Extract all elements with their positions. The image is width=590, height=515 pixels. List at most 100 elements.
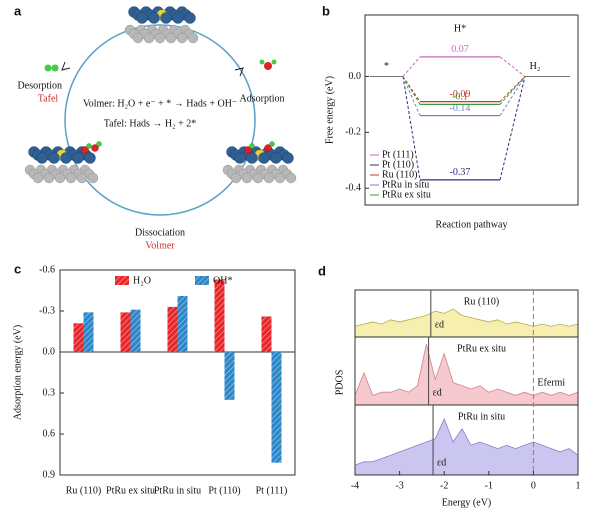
- atom: [187, 32, 199, 44]
- x-tick-label: Ru (110): [66, 485, 101, 496]
- atom: [36, 152, 48, 164]
- y-tick-label: -0.6: [39, 264, 55, 275]
- connector: [499, 76, 526, 116]
- legend-label: OH*: [213, 275, 232, 286]
- area-fill: [355, 418, 578, 475]
- plot-frame: [364, 14, 579, 206]
- atom: [285, 172, 297, 184]
- atom: [234, 152, 246, 164]
- arrow: [61, 61, 71, 71]
- atom: [172, 12, 184, 24]
- connector: [402, 76, 421, 116]
- atom: [44, 64, 52, 72]
- step-text: Adsorption: [240, 93, 285, 104]
- x-tick-label: -3: [395, 480, 403, 491]
- legend-label: Pt (111): [382, 149, 414, 160]
- legend-swatch: [115, 276, 129, 285]
- atom: [148, 12, 160, 24]
- atom: [282, 152, 294, 164]
- bar: [130, 309, 141, 352]
- atom: [264, 62, 272, 70]
- arrow: [234, 67, 244, 77]
- state-label: H₂: [530, 61, 541, 72]
- atom: [86, 143, 92, 149]
- x-tick-label: PtRu in situ: [154, 485, 201, 496]
- bar: [167, 306, 178, 352]
- bar: [261, 316, 272, 352]
- atom: [230, 172, 242, 184]
- y-axis-label: PDOS: [334, 370, 345, 396]
- y-tick-label: -0.4: [345, 183, 361, 194]
- area-fill: [355, 309, 578, 337]
- atom: [54, 172, 66, 184]
- x-tick-label: PtRu ex situ: [106, 485, 155, 496]
- y-tick-label: 0.6: [43, 428, 56, 439]
- series-label: Ru (110): [464, 296, 499, 307]
- atom: [264, 144, 272, 152]
- x-tick-label: 0: [531, 480, 536, 491]
- atom: [184, 12, 196, 24]
- series-label: PtRu ex situ: [457, 343, 506, 354]
- connector: [499, 76, 526, 102]
- bar: [83, 312, 94, 352]
- pdos-line: [354, 308, 579, 327]
- atom: [72, 152, 84, 164]
- bar: [224, 352, 235, 400]
- atom: [274, 172, 286, 184]
- legend-swatch: [195, 276, 209, 285]
- x-axis-label: Energy (eV): [442, 497, 492, 508]
- atom: [252, 172, 264, 184]
- value-label: -0.37: [450, 167, 471, 178]
- atom: [246, 152, 258, 164]
- pdos-line: [354, 344, 579, 396]
- annotation: εd: [435, 319, 444, 330]
- y-tick-label: 0.3: [43, 387, 56, 398]
- atom: [43, 172, 55, 184]
- legend-label: Ru (110): [382, 169, 417, 180]
- value-label: -0.14: [450, 103, 471, 114]
- atom: [259, 59, 265, 65]
- y-tick-label: -0.2: [345, 127, 361, 138]
- atom: [48, 152, 60, 164]
- value-label: -0.1: [452, 92, 468, 103]
- x-tick-label: Pt (110): [208, 485, 240, 496]
- bar: [271, 352, 282, 463]
- annotation: εd: [437, 457, 446, 468]
- atom: [176, 32, 188, 44]
- atom: [91, 144, 99, 152]
- legend-label: PtRu in situ: [382, 179, 429, 190]
- step-text: Tafel: [38, 93, 59, 104]
- cycle-ring: [64, 24, 256, 216]
- x-axis-label: Reaction pathway: [436, 219, 508, 230]
- fermi-label: Efermi: [537, 377, 565, 388]
- legend-label: H₂O: [133, 275, 151, 286]
- atom: [132, 32, 144, 44]
- y-tick-label: 0.9: [43, 469, 56, 480]
- value-label: 0.07: [451, 44, 469, 55]
- atom: [51, 64, 59, 72]
- state-label: *: [384, 61, 389, 72]
- atom: [154, 32, 166, 44]
- annotation: εd: [433, 387, 442, 398]
- y-tick-label: 0.0: [43, 346, 56, 357]
- connector: [402, 76, 421, 180]
- atom: [81, 146, 89, 154]
- atom: [258, 152, 270, 164]
- x-tick-label: -1: [485, 480, 493, 491]
- bar: [177, 295, 188, 352]
- atom: [269, 141, 275, 147]
- atom: [263, 172, 275, 184]
- connector: [402, 76, 421, 105]
- atom: [76, 172, 88, 184]
- plot-frame: [59, 269, 296, 476]
- pdos-line: [354, 417, 579, 466]
- y-axis-label: Free energy (eV): [324, 76, 335, 144]
- panel-label: c: [14, 261, 21, 276]
- equation: Tafel: Hads → H₂ + 2*: [104, 118, 197, 129]
- panel-label: b: [322, 3, 330, 18]
- bar: [73, 323, 84, 352]
- atom: [244, 146, 252, 154]
- atom: [60, 152, 72, 164]
- atom: [32, 172, 44, 184]
